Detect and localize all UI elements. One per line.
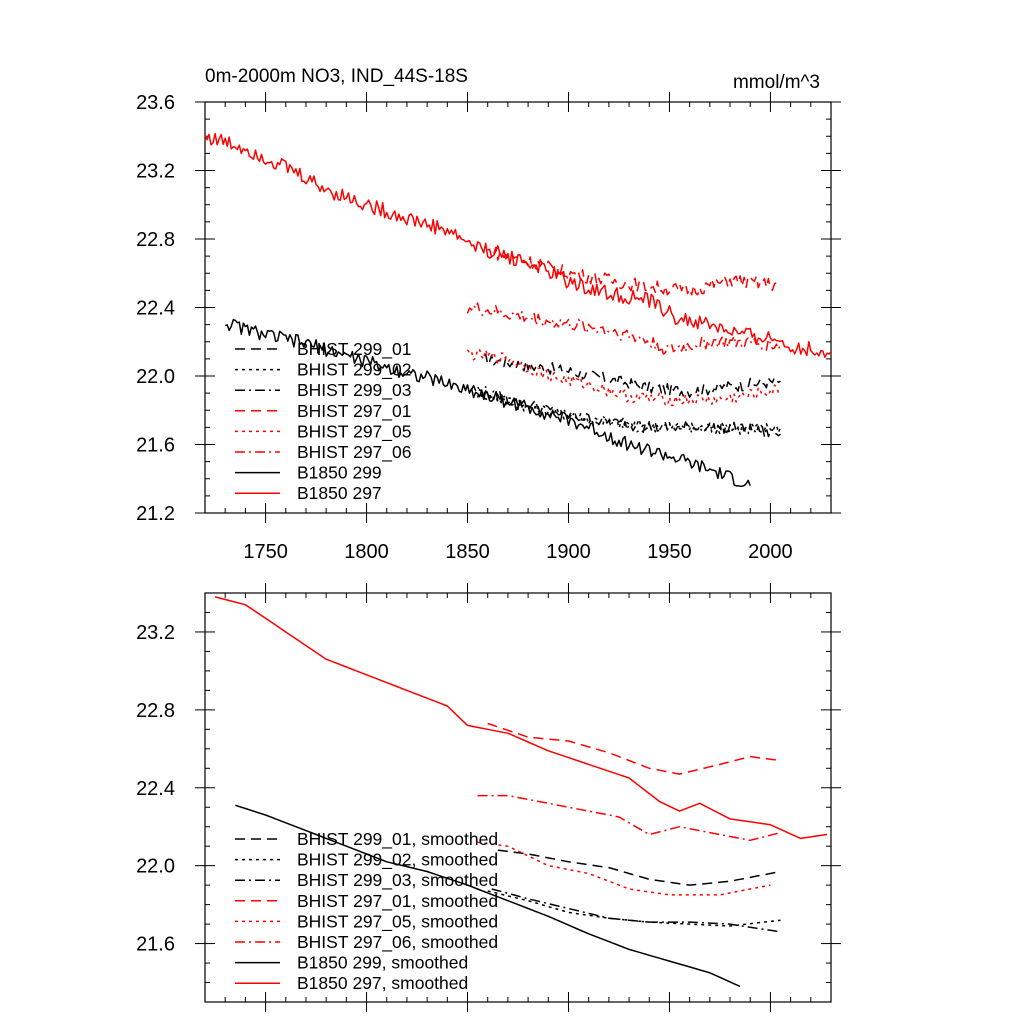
units-label: mmol/m^3 — [733, 72, 820, 93]
series-line-b1850-299 — [224, 318, 751, 488]
series-line-bhist-299-01-smoothed — [497, 849, 781, 886]
series-line-bhist-297-01-smoothed — [487, 722, 781, 775]
x-tick-label: 1850 — [445, 541, 490, 563]
top-panel: 1750 1800 1850 1900 1950 2000 21.2 21.6 22.0 22.4… — [136, 92, 841, 563]
series-line-bhist-299-03 — [470, 384, 781, 438]
y-tick-label: 22.8 — [136, 700, 175, 722]
y-tick-label: 23.2 — [136, 622, 175, 644]
series-line-b1850-299-smoothed — [235, 804, 741, 988]
series-line-bhist-297-01 — [487, 246, 781, 296]
series-line-bhist-299-01 — [483, 353, 781, 398]
y-tick-label: 23.2 — [136, 161, 175, 183]
series-line-bhist-297-05 — [466, 348, 782, 407]
y-tick-label: 21.6 — [136, 934, 175, 956]
x-tick-label: 2000 — [748, 541, 793, 563]
legend-label: B1850 299 — [297, 463, 382, 483]
x-tick-label: 1750 — [243, 541, 288, 563]
legend-label: B1850 299, smoothed — [297, 953, 468, 973]
series-line-bhist-297-06-smoothed — [477, 794, 781, 842]
chart-title: 0m-2000m NO3, IND_44S-18S — [205, 66, 468, 87]
series-line-bhist-299-03-smoothed — [491, 888, 781, 933]
legend-label: BHIST 297_01 — [297, 401, 411, 422]
y-tick-label: 22.8 — [136, 229, 175, 251]
legend-label: BHIST 297_01, smoothed — [297, 891, 498, 912]
y-tick-label: 22.0 — [136, 366, 175, 388]
series-line-bhist-297-06 — [466, 302, 782, 355]
y-tick-label: 22.0 — [136, 856, 175, 878]
y-tick-label: 21.6 — [136, 435, 175, 457]
legend-label: BHIST 297_06, smoothed — [297, 932, 498, 953]
y-tick-label: 22.4 — [136, 778, 175, 800]
legend-label: BHIST 297_05 — [297, 421, 411, 442]
x-tick-label: 1900 — [546, 541, 591, 563]
series-line-bhist-297-05-smoothed — [477, 841, 771, 896]
legend-label: BHIST 299_02 — [297, 360, 411, 381]
legend-label: BHIST 299_03 — [297, 380, 411, 401]
series-line-b1850-297 — [205, 132, 831, 359]
legend-label: B1850 297, smoothed — [297, 973, 468, 993]
y-tick-label: 21.2 — [136, 503, 175, 525]
y-tick-label: 23.6 — [136, 92, 175, 114]
legend-label: BHIST 297_05, smoothed — [297, 911, 498, 932]
plot-frame — [204, 592, 832, 1003]
legend-label: BHIST 299_01, smoothed — [297, 829, 498, 850]
legend-label: BHIST 297_06 — [297, 442, 411, 463]
series-line-b1850-297-smoothed — [214, 596, 828, 840]
x-tick-label: 1800 — [344, 541, 389, 563]
bottom-panel: 21.6 22.0 22.4 22.8 23.2 BHIST 299_01, smooth… — [136, 583, 841, 1012]
y-tick-label: 22.4 — [136, 298, 175, 320]
x-tick-label: 1950 — [647, 541, 692, 563]
legend-label: B1850 297 — [297, 483, 382, 503]
legend-label: BHIST 299_01 — [297, 339, 411, 360]
legend-label: BHIST 299_03, smoothed — [297, 870, 498, 891]
legend-label: BHIST 299_02, smoothed — [297, 850, 498, 871]
